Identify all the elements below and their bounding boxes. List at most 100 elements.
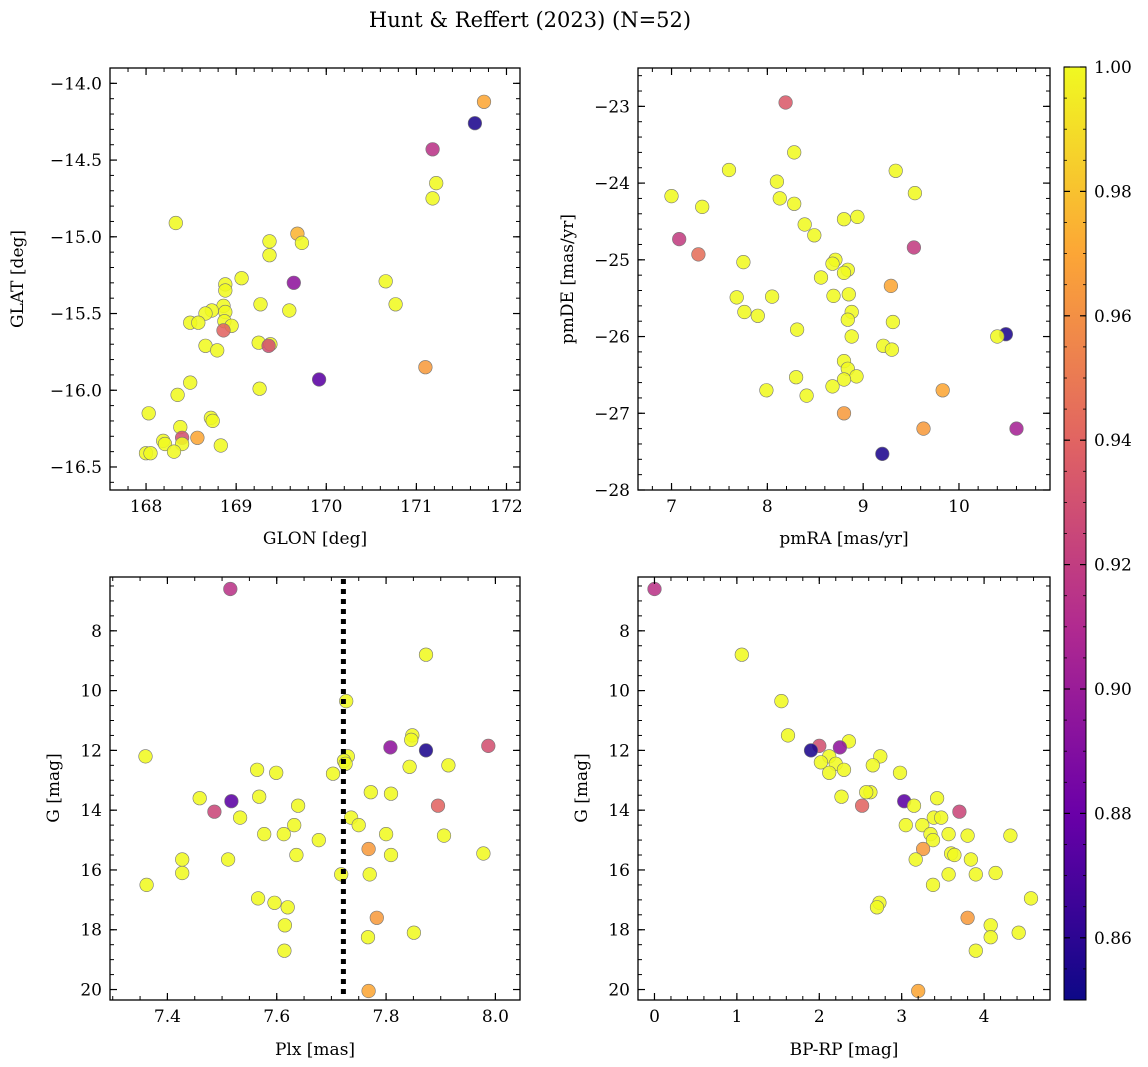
axis-ticks: 168 169 170 171 172 −16.5 −16.0 −15.5 −15.0 −14.5…: [50, 67, 523, 517]
colorbar-ticks: 0.86 0.88 0.90 0.92 0.94 0.96 0.98 1.00: [1064, 58, 1132, 1001]
data-point: [941, 867, 956, 882]
data-point: [286, 275, 301, 290]
y-tick-label: 12: [80, 741, 102, 761]
data-point: [952, 804, 967, 819]
data-point: [402, 759, 417, 774]
data-point: [929, 791, 945, 806]
data-point: [1003, 828, 1018, 843]
data-point: [383, 786, 399, 801]
data-point: [836, 372, 852, 387]
data-point: [836, 265, 852, 281]
y-tick-label: 12: [608, 741, 630, 761]
data-point: [277, 943, 292, 958]
data-point: [774, 693, 789, 709]
data-point: [207, 804, 222, 819]
data-point: [481, 738, 496, 754]
y-tick-label: −15.0: [50, 228, 102, 248]
data-point: [960, 910, 975, 925]
data-point: [250, 762, 265, 777]
data-point: [1011, 925, 1026, 940]
data-point: [884, 342, 900, 357]
data-point: [261, 338, 276, 353]
data-point: [983, 918, 998, 933]
data-point: [311, 832, 326, 848]
data-point: [869, 900, 885, 915]
data-point: [252, 381, 267, 396]
data-point: [888, 163, 903, 178]
data-point: [787, 145, 802, 160]
panel-proper-motion: 7 8 9 10 −28 −27 −26 −25 −24 −23 pmRA [mas/yr] pm…: [558, 67, 1051, 549]
x-tick-label: 7.6: [263, 1007, 290, 1027]
data-point: [826, 288, 841, 304]
y-tick-label: 18: [80, 921, 102, 941]
data-point: [418, 360, 433, 375]
x-axis-label: pmRA [mas/yr]: [779, 529, 908, 549]
data-point: [925, 877, 941, 893]
data-point: [205, 413, 220, 429]
y-axis-label: GLAT [deg]: [8, 230, 28, 328]
colorbar-tick-label: 0.92: [1094, 556, 1132, 576]
data-point: [369, 910, 384, 925]
data-point: [988, 865, 1003, 881]
data-point: [191, 315, 206, 330]
x-axis-label: GLON [deg]: [263, 529, 367, 549]
data-point: [325, 766, 341, 781]
data-point: [664, 189, 679, 204]
y-tick-label: −23: [594, 97, 630, 117]
figure-title: Hunt & Reffert (2023) (N=52): [369, 8, 691, 32]
colorbar-gradient: [1063, 66, 1087, 1001]
data-point: [915, 817, 930, 833]
data-point: [892, 765, 908, 780]
data-point: [963, 852, 979, 867]
data-point: [138, 749, 153, 764]
x-tick-label: 3: [896, 1007, 907, 1027]
data-point: [850, 209, 865, 224]
data-point: [378, 274, 393, 289]
x-axis-label: Plx [mas]: [275, 1040, 355, 1060]
data-point: [854, 798, 870, 813]
data-point: [233, 810, 248, 825]
scatter-points: [647, 581, 1039, 999]
data-point: [759, 383, 774, 398]
data-point: [925, 832, 941, 848]
y-tick-label: 20: [608, 981, 630, 1001]
x-tick-label: 8.0: [482, 1007, 509, 1027]
data-point: [840, 312, 855, 327]
data-point: [1009, 421, 1024, 436]
data-point: [476, 846, 491, 861]
y-tick-label: −25: [594, 251, 630, 271]
data-point: [277, 918, 293, 933]
y-tick-label: 14: [608, 801, 630, 821]
colorbar-tick-label: 0.98: [1094, 182, 1132, 202]
panel-spatial: 168 169 170 171 172 −16.5 −16.0 −15.5 −15.0 −14.5…: [8, 67, 523, 549]
data-point: [406, 925, 422, 940]
data-point: [885, 314, 901, 330]
data-point: [441, 758, 456, 773]
x-tick-label: 170: [310, 497, 342, 517]
data-point: [251, 891, 266, 906]
data-point: [859, 785, 874, 800]
data-point: [915, 841, 931, 857]
data-point: [289, 847, 304, 863]
colorbar: 0.86 0.88 0.90 0.92 0.94 0.96 0.98 1.00: [1063, 58, 1132, 1001]
data-point: [362, 867, 377, 882]
data-point: [143, 446, 158, 461]
data-point: [252, 789, 267, 804]
data-point: [672, 232, 687, 247]
data-point: [383, 847, 399, 863]
x-tick-label: 172: [490, 497, 522, 517]
data-point: [822, 765, 837, 780]
data-point: [282, 303, 297, 318]
data-point: [361, 841, 376, 857]
data-point: [339, 693, 354, 709]
data-point: [849, 369, 864, 384]
data-point: [234, 271, 249, 286]
colorbar-tick-label: 0.86: [1094, 929, 1132, 949]
y-tick-label: 18: [608, 921, 630, 941]
data-point: [223, 581, 238, 597]
x-tick-label: 10: [948, 497, 970, 517]
y-axis-label: pmDE [mas/yr]: [558, 214, 578, 344]
data-point: [803, 743, 819, 758]
x-axis-label: BP-RP [mag]: [790, 1040, 899, 1060]
